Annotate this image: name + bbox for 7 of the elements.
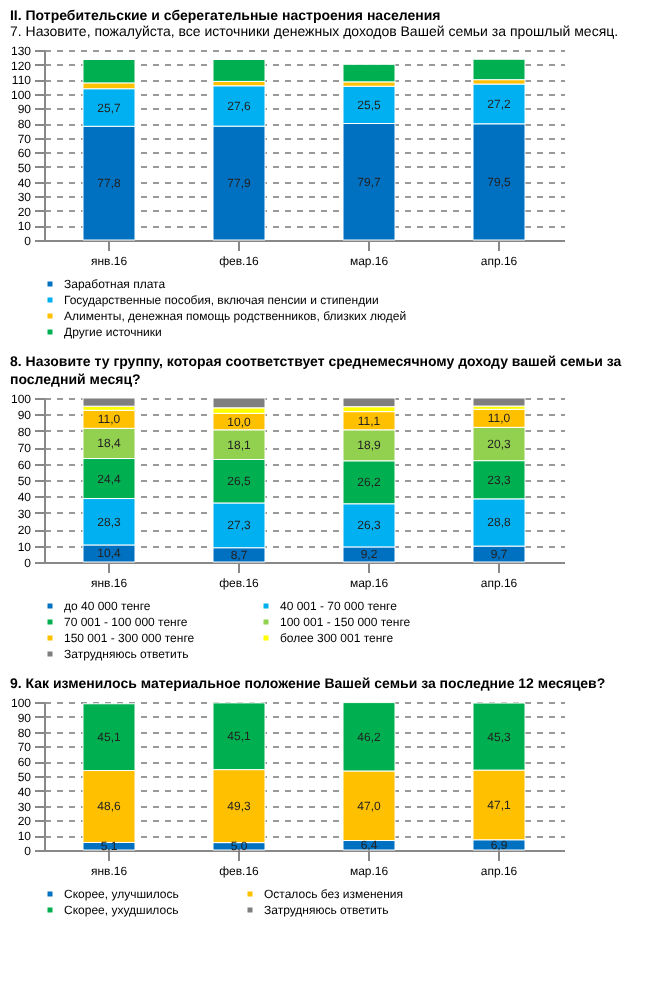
bar xyxy=(212,397,266,409)
bar xyxy=(342,63,396,83)
bar xyxy=(82,397,136,407)
bar xyxy=(212,59,266,82)
bar xyxy=(342,397,396,408)
bar xyxy=(82,59,136,84)
bar xyxy=(472,58,526,81)
